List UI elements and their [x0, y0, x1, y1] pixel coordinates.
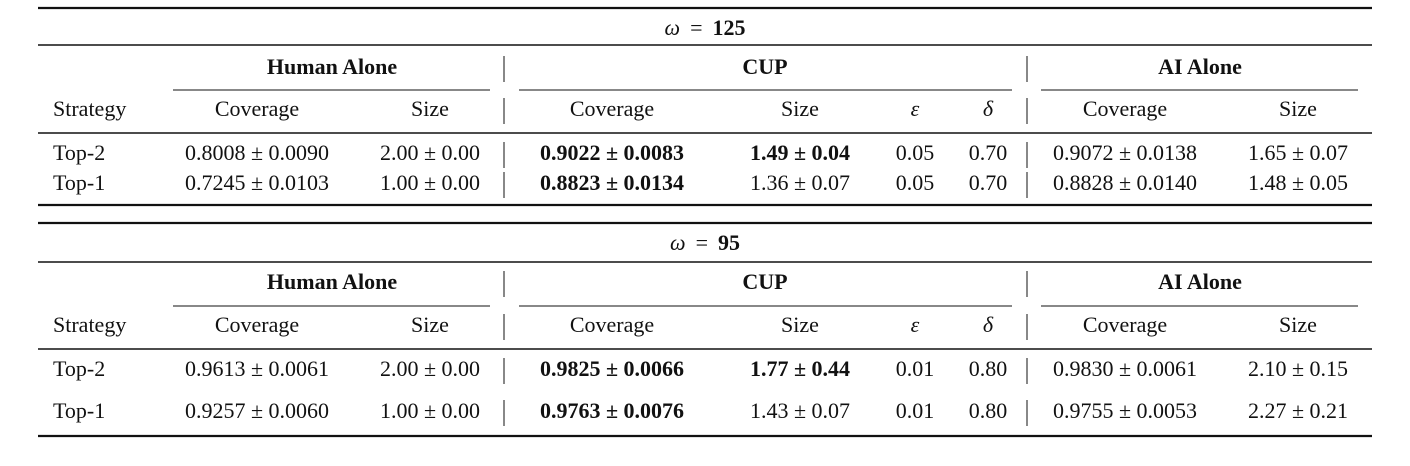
cell: 0.80: [969, 398, 1008, 423]
cell: 2.10 ± 0.15: [1248, 356, 1348, 381]
cell: 0.9830 ± 0.0061: [1053, 356, 1197, 381]
column-header: Coverage: [215, 312, 299, 337]
group-header: Human Alone: [267, 54, 397, 79]
cell: 0.05: [896, 170, 935, 195]
cell: 2.27 ± 0.21: [1248, 398, 1348, 423]
column-header: Size: [781, 312, 819, 337]
group-header: CUP: [742, 269, 787, 294]
cell: 1.48 ± 0.05: [1248, 170, 1348, 195]
column-header: Size: [411, 96, 449, 121]
cell: 0.70: [969, 170, 1008, 195]
row-label: Top-1: [53, 398, 105, 423]
cell: 1.77 ± 0.44: [750, 356, 850, 381]
cell: 0.8823 ± 0.0134: [540, 170, 684, 195]
title-value: 125: [712, 15, 745, 40]
column-header: Strategy: [53, 96, 126, 121]
cell: 0.9763 ± 0.0076: [540, 398, 684, 423]
column-header: Coverage: [215, 96, 299, 121]
cell: 1.49 ± 0.04: [750, 140, 850, 165]
cell: 1.00 ± 0.00: [380, 170, 480, 195]
column-header: ε: [911, 96, 920, 121]
column-header: Strategy: [53, 312, 126, 337]
column-header: Coverage: [570, 96, 654, 121]
column-header: Coverage: [570, 312, 654, 337]
cell: 0.01: [896, 356, 935, 381]
cell: 0.80: [969, 356, 1008, 381]
row-label: Top-2: [53, 140, 105, 165]
cell: 0.9022 ± 0.0083: [540, 140, 684, 165]
cell: 2.00 ± 0.00: [380, 140, 480, 165]
cell: 0.7245 ± 0.0103: [185, 170, 329, 195]
cell: 1.65 ± 0.07: [1248, 140, 1348, 165]
cell: 0.9755 ± 0.0053: [1053, 398, 1197, 423]
column-header: Size: [781, 96, 819, 121]
cell: 0.05: [896, 140, 935, 165]
cell: 1.36 ± 0.07: [750, 170, 850, 195]
column-header: δ: [983, 96, 994, 121]
column-header: Coverage: [1083, 96, 1167, 121]
title-variable: ω: [665, 15, 681, 40]
cell: 0.9613 ± 0.0061: [185, 356, 329, 381]
title-relation: =: [696, 230, 708, 255]
cell: 1.43 ± 0.07: [750, 398, 850, 423]
group-header: CUP: [742, 54, 787, 79]
cell: 0.8828 ± 0.0140: [1053, 170, 1197, 195]
title-value: 95: [718, 230, 740, 255]
title-variable: ω: [670, 230, 686, 255]
group-header: Human Alone: [267, 269, 397, 294]
cell: 0.9072 ± 0.0138: [1053, 140, 1197, 165]
column-header: Size: [1279, 312, 1317, 337]
cell: 0.9257 ± 0.0060: [185, 398, 329, 423]
column-header: δ: [983, 312, 994, 337]
cell: 1.00 ± 0.00: [380, 398, 480, 423]
cell: 0.70: [969, 140, 1008, 165]
cell: 0.8008 ± 0.0090: [185, 140, 329, 165]
row-label: Top-2: [53, 356, 105, 381]
table-title: ω = 95: [670, 230, 740, 255]
column-header: ε: [911, 312, 920, 337]
column-header: Size: [411, 312, 449, 337]
cell: 0.01: [896, 398, 935, 423]
cell: 2.00 ± 0.00: [380, 356, 480, 381]
group-header: AI Alone: [1158, 269, 1242, 294]
column-header: Coverage: [1083, 312, 1167, 337]
column-header: Size: [1279, 96, 1317, 121]
row-label: Top-1: [53, 170, 105, 195]
group-header: AI Alone: [1158, 54, 1242, 79]
table-title: ω = 125: [665, 15, 746, 40]
cell: 0.9825 ± 0.0066: [540, 356, 684, 381]
title-relation: =: [690, 15, 702, 40]
